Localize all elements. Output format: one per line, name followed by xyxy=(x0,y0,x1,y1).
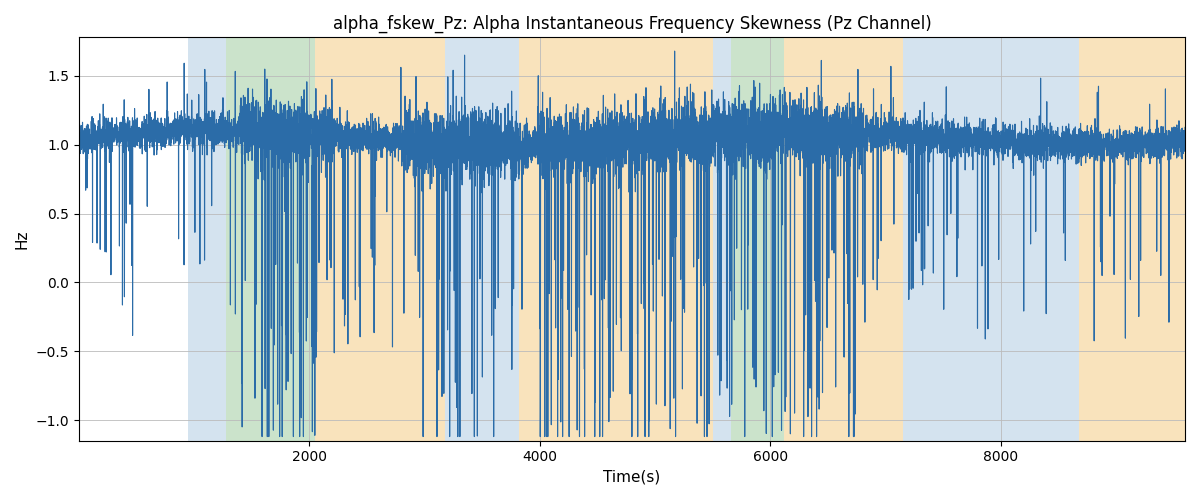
Bar xyxy=(316,38,445,440)
Bar xyxy=(445,38,520,440)
Bar xyxy=(784,38,902,440)
Bar xyxy=(520,38,713,440)
Bar xyxy=(188,38,227,440)
Bar xyxy=(731,38,784,440)
Bar xyxy=(713,38,731,440)
Bar xyxy=(227,38,316,440)
Bar xyxy=(1079,38,1186,440)
X-axis label: Time(s): Time(s) xyxy=(604,470,660,485)
Y-axis label: Hz: Hz xyxy=(14,230,30,249)
Bar xyxy=(902,38,1079,440)
Title: alpha_fskew_Pz: Alpha Instantaneous Frequency Skewness (Pz Channel): alpha_fskew_Pz: Alpha Instantaneous Freq… xyxy=(332,15,931,34)
